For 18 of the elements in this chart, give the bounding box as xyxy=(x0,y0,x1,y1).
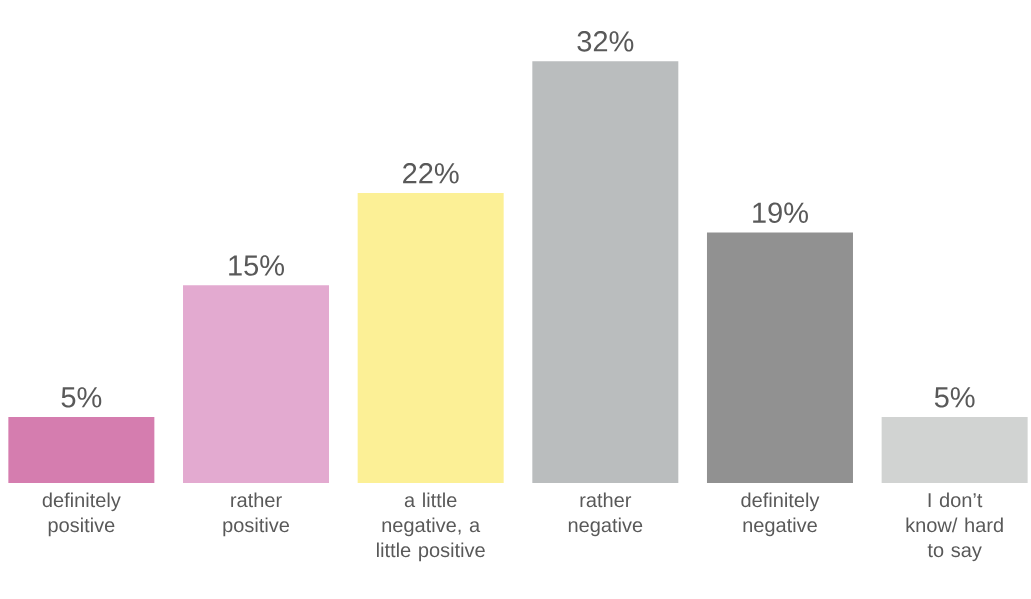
bar xyxy=(183,285,330,483)
x-tick-label: a little negative, a little positive xyxy=(376,492,485,562)
data-label: 19% xyxy=(753,202,808,224)
bar xyxy=(357,192,504,483)
x-tick-label: rather negative xyxy=(568,492,643,537)
data-label: 22% xyxy=(403,163,459,184)
x-tick-label: rather positive xyxy=(223,492,290,537)
data-label: 5% xyxy=(934,387,975,408)
bar xyxy=(706,232,853,483)
bar xyxy=(532,61,679,483)
data-label: 32% xyxy=(577,31,634,52)
x-tick-label: definitely positive xyxy=(42,492,121,537)
data-label: 5% xyxy=(61,387,102,408)
bar xyxy=(881,417,1028,483)
x-tick-label: I don’t know/ hard to say xyxy=(906,492,1003,562)
data-label: 15% xyxy=(229,255,284,276)
bar xyxy=(8,417,155,483)
x-tick-label: definitely negative xyxy=(741,492,820,537)
